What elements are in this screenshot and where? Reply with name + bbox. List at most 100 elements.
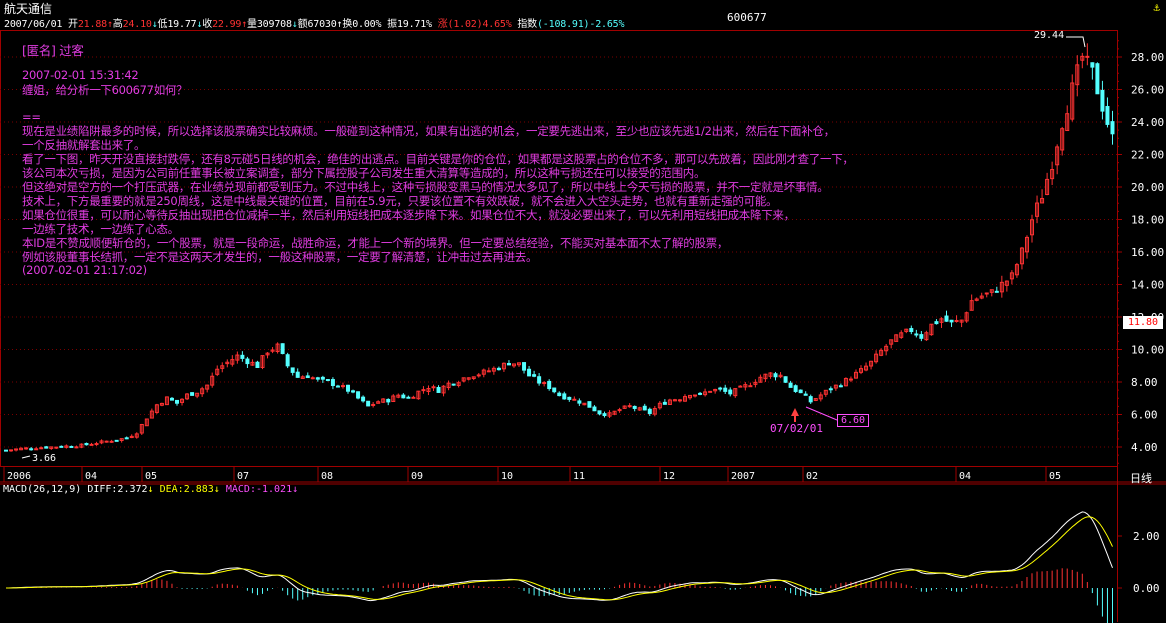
candle-body: [29, 448, 34, 451]
candle-body: [728, 389, 733, 395]
candle-body: [733, 388, 738, 397]
candle-body: [471, 376, 476, 379]
candle-body: [607, 412, 612, 417]
candle-body: [889, 339, 894, 345]
y-tick-label: 16.00: [1131, 246, 1164, 259]
candle-body: [144, 418, 149, 427]
candle-body: [1080, 55, 1085, 61]
candle-body: [713, 388, 718, 392]
candle-body: [1004, 280, 1009, 286]
candle-body: [808, 396, 813, 403]
candle-body: [506, 362, 511, 366]
candle-body: [522, 362, 527, 371]
candle-body: [869, 360, 874, 367]
candle-body: [532, 374, 537, 377]
candle-body: [853, 371, 858, 379]
candle-body: [748, 385, 753, 388]
candle-body: [994, 290, 999, 293]
note-line-11: (2007-02-01 21:17:02): [22, 263, 147, 277]
candle-body: [79, 443, 84, 448]
peak-leader: [1066, 36, 1086, 48]
candle-body: [381, 398, 386, 403]
y-tick-label: 18.00: [1131, 214, 1164, 227]
candle-body: [969, 300, 974, 311]
candle-body: [190, 392, 195, 396]
candle-body: [688, 394, 693, 399]
candle-body: [984, 292, 989, 295]
start-low-label: 3.66: [32, 453, 57, 464]
candle-body: [527, 368, 532, 377]
y-tick-label: 6.00: [1131, 409, 1158, 422]
candle-body: [481, 369, 486, 375]
candle-body: [476, 374, 481, 377]
candle-body: [693, 394, 698, 397]
candle-body: [859, 368, 864, 373]
amount-label: 额: [297, 19, 308, 30]
candle-body: [185, 393, 190, 400]
candle-body: [768, 372, 773, 377]
x-tick-label: 2006: [7, 471, 31, 482]
close-value: 22.99: [212, 19, 242, 30]
candle-body: [1050, 169, 1055, 180]
candle-body: [451, 383, 456, 386]
candle-body: [391, 395, 396, 403]
y-tick-label: 8.00: [1131, 376, 1158, 389]
candle-body: [909, 328, 914, 333]
candle-body: [572, 398, 577, 401]
candle-body: [225, 361, 230, 365]
candle-body: [94, 443, 99, 446]
x-tick-label: 2007: [731, 471, 755, 482]
candle-body: [335, 385, 340, 388]
close-label: 收: [202, 19, 213, 30]
candle-body: [461, 377, 466, 382]
candle-body: [647, 408, 652, 414]
candle-body: [652, 408, 657, 415]
candle-body: [743, 384, 748, 388]
candle-body: [119, 438, 124, 441]
candle-body: [999, 281, 1004, 293]
y-tick-label: 10.00: [1131, 344, 1164, 357]
candle-body: [169, 397, 174, 401]
candle-body: [843, 377, 848, 387]
candle-body: [129, 435, 134, 439]
candle-body: [848, 378, 853, 381]
candle-body: [49, 446, 54, 449]
open-value: 21.88: [77, 19, 107, 30]
candle-body: [632, 405, 637, 409]
candle-body: [738, 385, 743, 388]
lock-icon[interactable]: ⚓: [1153, 1, 1160, 14]
candle-body: [567, 396, 572, 400]
candle-body: [466, 377, 471, 380]
note-line-4: 该公司本次亏损，是因为公司前任董事长被立案调查，部分下属控股子公司发生重大清算等…: [22, 166, 706, 180]
candle-body: [265, 352, 270, 356]
candle-body: [366, 400, 371, 407]
change-label: 涨: [437, 19, 448, 30]
candle-body: [1060, 128, 1065, 151]
last-price-tag: 11.80: [1123, 316, 1163, 329]
candle-body: [64, 445, 69, 448]
candle-body: [547, 380, 552, 390]
candle-body: [1100, 89, 1105, 112]
high-label: 高: [112, 19, 123, 30]
candle-body: [552, 387, 557, 393]
candle-body: [245, 358, 250, 365]
candle-body: [637, 407, 642, 411]
candle-body: [44, 446, 49, 449]
candle-body: [320, 376, 325, 380]
candle-body: [315, 377, 320, 380]
candle-body: [371, 403, 376, 406]
note-line-7: 如果仓位很重，可以耐心等待反抽出现把仓位减掉一半，然后利用短线把成本逐步降下来。…: [22, 208, 795, 222]
candle-body: [511, 363, 516, 367]
candle-body: [1085, 55, 1090, 58]
candle-body: [934, 321, 939, 325]
candle-body: [421, 389, 426, 392]
x-tick-label: 07: [237, 471, 249, 482]
candle-body: [672, 399, 677, 402]
candle-body: [104, 440, 109, 443]
stock-name: 航天通信: [4, 2, 53, 16]
period-label[interactable]: 日线: [1130, 472, 1152, 485]
amount-value: 67030: [307, 19, 337, 30]
candle-body: [874, 353, 879, 363]
candle-body: [542, 382, 547, 385]
